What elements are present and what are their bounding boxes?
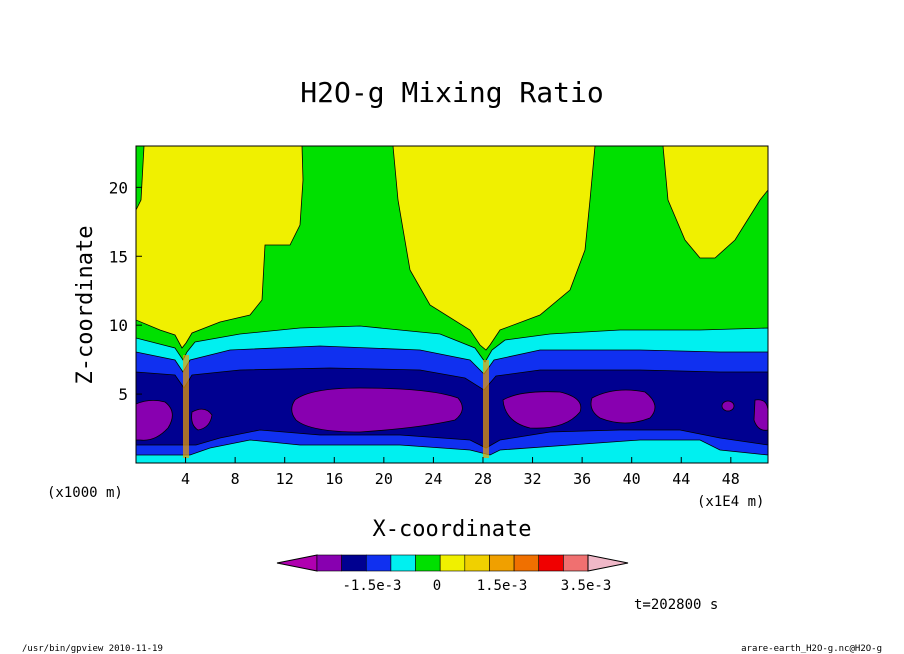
colorbar-swatch: [538, 554, 564, 572]
x-tick-label: 12: [276, 470, 294, 488]
plot-frame: [135, 145, 769, 464]
colorbar-swatch: [489, 554, 515, 572]
x-unit-label: (x1E4 m): [697, 494, 764, 510]
colorbar: [276, 554, 629, 572]
y-tick-label: 10: [109, 316, 128, 335]
x-tick-label: 16: [325, 470, 343, 488]
x-tick-label: 8: [231, 470, 240, 488]
y-axis-label: Z-coordinate: [73, 226, 98, 385]
region-purple-7: [721, 400, 735, 412]
colorbar-tick-label: 0: [433, 578, 441, 594]
x-tick-label: 24: [424, 470, 442, 488]
x-tick-label: 20: [375, 470, 393, 488]
y-tick-label: 20: [109, 178, 128, 197]
x-tick-label: 44: [672, 470, 690, 488]
region-purple-6: [753, 399, 768, 431]
colorbar-tick-label: 3.5e-3: [561, 578, 612, 594]
colorbar-extend-high: [587, 554, 629, 572]
y-tick-label: 15: [109, 247, 128, 266]
x-tick-label: 32: [524, 470, 542, 488]
footer-left: /usr/bin/gpview 2010-11-19: [22, 644, 163, 654]
y-unit-label: (x1000 m): [47, 485, 123, 501]
region-purple-1: [291, 387, 463, 433]
x-tick-label: 28: [474, 470, 492, 488]
colorbar-swatch: [341, 554, 367, 572]
x-axis-label: X-coordinate: [373, 517, 532, 542]
region-purple-2: [502, 391, 582, 429]
chart-title: H2O-g Mixing Ratio: [300, 76, 603, 109]
colorbar-swatch: [563, 554, 589, 572]
x-tick-label: 4: [181, 470, 190, 488]
colorbar-swatch: [439, 554, 466, 572]
colorbar-swatch: [464, 554, 490, 572]
bottom-layer: [136, 458, 768, 463]
footer-right: arare-earth_H2O-g.nc@H2O-g: [741, 644, 882, 654]
colorbar-tick-labels: -1.5e-3 0 1.5e-3 3.5e-3: [342, 578, 611, 594]
region-purple-4: [136, 400, 173, 441]
colorbar-swatch: [316, 554, 342, 572]
colorbar-swatch: [415, 554, 441, 572]
x-tick-label: 48: [722, 470, 740, 488]
colorbar-extend-low: [276, 554, 318, 572]
colorbar-swatch: [365, 554, 392, 572]
colorbar-swatch: [513, 554, 540, 572]
time-label: t=202800 s: [634, 597, 718, 613]
y-tick-label: 5: [118, 385, 128, 404]
colorbar-tick-label: -1.5e-3: [342, 578, 401, 594]
region-purple-5: [191, 408, 213, 431]
x-tick-label: 40: [623, 470, 641, 488]
column-4: [183, 355, 189, 463]
x-tick-label: 36: [573, 470, 591, 488]
colorbar-swatch: [390, 554, 416, 572]
region-purple-3: [590, 389, 656, 424]
colorbar-tick-label: 1.5e-3: [477, 578, 528, 594]
column-28: [483, 360, 489, 463]
